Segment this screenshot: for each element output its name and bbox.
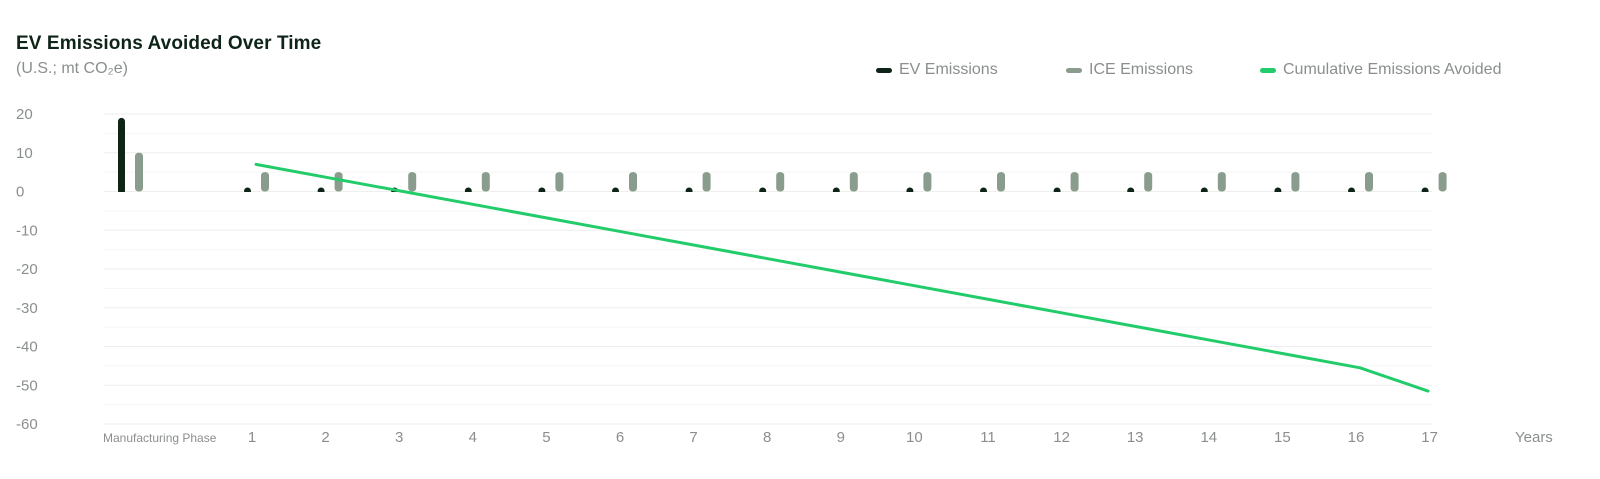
x-tick-label: 17 xyxy=(1421,429,1438,446)
x-tick-label: 15 xyxy=(1274,429,1291,446)
ev-swatch xyxy=(876,67,892,73)
cumulative-line xyxy=(254,162,1430,393)
ice-bar xyxy=(135,152,143,192)
y-tick-label: -20 xyxy=(16,261,38,278)
legend-item-ice[interactable]: ICE Emissions xyxy=(1066,60,1193,80)
ice-bar xyxy=(261,172,269,192)
x-tick-label: 4 xyxy=(469,429,477,446)
ice-bar xyxy=(481,172,490,192)
x-tick-label: 16 xyxy=(1348,429,1365,446)
legend-label-cumulative: Cumulative Emissions Avoided xyxy=(1283,61,1502,78)
ice-bar xyxy=(555,172,564,192)
ice-swatch xyxy=(1066,67,1082,73)
ice-bar xyxy=(1365,172,1373,192)
ice-bar xyxy=(776,172,785,192)
legend-label-ev: EV Emissions xyxy=(899,61,998,78)
y-tick-label: 10 xyxy=(16,145,33,162)
ice-bar xyxy=(849,172,858,192)
x-tick-label: 9 xyxy=(837,429,845,446)
chart-subtitle: (U.S.; mt CO₂e) xyxy=(16,60,128,77)
y-tick-label: -40 xyxy=(16,339,38,356)
ice-bar xyxy=(923,172,932,192)
ice-bar xyxy=(1291,172,1300,192)
x-tick-label: 14 xyxy=(1200,429,1217,446)
chart-title: EV Emissions Avoided Over Time xyxy=(16,33,322,54)
legend-item-cumulative[interactable]: Cumulative Emissions Avoided xyxy=(1260,60,1501,80)
x-tick-label: 7 xyxy=(689,429,697,446)
x-tick-label: 13 xyxy=(1127,429,1144,446)
ev-bar xyxy=(118,117,125,195)
legend-label-ice: ICE Emissions xyxy=(1089,61,1194,78)
y-tick-label: 20 xyxy=(16,106,33,123)
ice-bar xyxy=(1438,172,1447,192)
y-tick-label: -30 xyxy=(16,300,38,317)
ice-bar xyxy=(1144,172,1153,192)
y-tick-label: -50 xyxy=(16,377,38,394)
x-tick-label: 3 xyxy=(395,429,403,446)
x-tick-label: 2 xyxy=(321,429,329,446)
cumulative-swatch xyxy=(1260,67,1276,73)
ice-bar xyxy=(997,172,1005,192)
y-tick-label: -10 xyxy=(16,222,38,239)
x-tick-label: Manufacturing Phase xyxy=(103,431,217,445)
ice-bar xyxy=(702,172,711,192)
x-tick-label: 5 xyxy=(542,429,550,446)
ice-bar xyxy=(1070,172,1079,192)
ice-bar xyxy=(334,172,343,192)
x-tick-label: 10 xyxy=(906,429,923,446)
baseline-mask xyxy=(94,192,1452,195)
ice-bar xyxy=(1217,172,1226,192)
y-tick-label: -60 xyxy=(16,416,38,433)
x-tick-label: 1 xyxy=(248,429,256,446)
ice-bar xyxy=(408,172,417,192)
x-axis-label: Years xyxy=(1515,429,1553,446)
legend-item-ev[interactable]: EV Emissions xyxy=(876,60,998,80)
x-tick-label: 6 xyxy=(616,429,624,446)
x-tick-label: 12 xyxy=(1053,429,1070,446)
y-tick-label: 0 xyxy=(16,184,24,201)
ice-bar xyxy=(629,172,637,192)
x-tick-label: 8 xyxy=(763,429,771,446)
x-tick-label: 11 xyxy=(980,429,996,446)
